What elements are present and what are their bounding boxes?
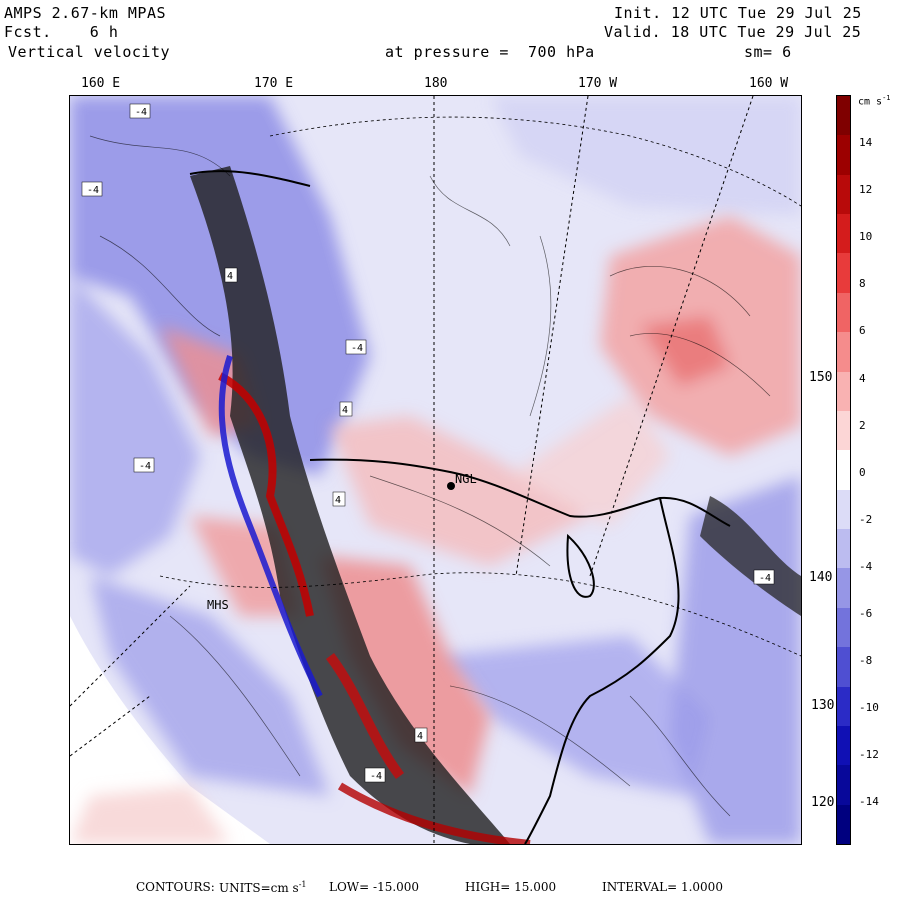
negative-vv-regions: [70, 96, 801, 844]
colorbar-tick-label: -10: [859, 701, 879, 715]
lon-label-160w: 160 W: [749, 76, 789, 91]
colorbar-segment: [837, 214, 850, 254]
svg-text:-4: -4: [135, 107, 147, 118]
map-canvas: -4 -4 -4 -4 4 4 4 -4 4 -4: [70, 96, 801, 844]
colorbar-segment: [837, 253, 850, 294]
colorbar-segment: [837, 96, 850, 136]
pressure-level: at pressure = 700 hPa: [385, 43, 595, 61]
colorbar-unit-sup: -1: [882, 94, 891, 102]
colorbar-segment: [837, 371, 850, 412]
outside-domain: [70, 616, 270, 844]
valid-time: Valid. 18 UTC Tue 29 Jul 25: [604, 23, 862, 41]
colorbar-segment: [837, 804, 850, 845]
lon-label-170w: 170 W: [578, 76, 618, 91]
colorbar-segment: [837, 410, 850, 451]
colorbar-segment: [837, 489, 850, 530]
colorbar-tick-label: -4: [859, 559, 873, 573]
colorbar-tick-label: 14: [859, 136, 873, 149]
colorbar-tick-label: -2: [859, 512, 873, 526]
colorbar-tick-label: -6: [859, 607, 873, 620]
footer-contours: CONTOURS:: [136, 880, 215, 894]
footer-low: LOW= -15.000: [329, 880, 420, 894]
colorbar-tick-label: 8: [859, 277, 866, 291]
colorbar-tick-label: 12: [859, 183, 873, 197]
footer-units: UNITS=cm s-1: [219, 880, 307, 895]
svg-text:4: 4: [227, 271, 233, 282]
svg-text:4: 4: [335, 495, 341, 506]
pressure-value: 700 hPa: [527, 43, 595, 61]
model-title: AMPS 2.67-km MPAS: [4, 4, 167, 22]
colorbar-segment: [837, 450, 850, 491]
footer-units-sup: -1: [298, 880, 307, 889]
svg-text:-4: -4: [759, 573, 771, 584]
lon-label-170e: 170 E: [254, 76, 294, 91]
colorbar-segment: [837, 174, 850, 215]
footer-high: HIGH= 15.000: [465, 880, 557, 894]
pressure-label: at pressure =: [385, 43, 509, 61]
lon-label-180: 180: [424, 76, 448, 91]
colorbar: [836, 95, 851, 845]
station-mhs-label: MHS: [207, 598, 229, 612]
forecast-hour: 6 h: [89, 23, 119, 41]
contour-labels: -4 -4 -4 -4 4 4 4 -4 4 -4: [81, 103, 775, 783]
footer-interval: INTERVAL= 1.0000: [602, 880, 723, 894]
colorbar-segment: [837, 529, 850, 569]
init-time: Init. 12 UTC Tue 29 Jul 25: [614, 4, 862, 22]
field-name: Vertical velocity: [8, 43, 171, 61]
svg-text:-4: -4: [87, 185, 99, 196]
footer-units-text: UNITS=cm s: [219, 881, 299, 895]
svg-text:4: 4: [342, 405, 348, 416]
colorbar-tick-label: 0: [859, 465, 866, 479]
colorbar-segment: [837, 725, 850, 766]
station-ngl-marker: [447, 482, 455, 490]
vertical-velocity-map: -4 -4 -4 -4 4 4 4 -4 4 -4: [69, 95, 802, 845]
colorbar-segment: [837, 332, 850, 373]
forecast-label-text: Fcst.: [4, 23, 52, 41]
forecast-label: Fcst. 6 h: [4, 23, 118, 41]
colorbar-segment: [837, 647, 850, 688]
mountain-strong-signal: [190, 166, 801, 844]
colorbar-unit-text: cm s: [858, 96, 883, 108]
svg-text:-4: -4: [139, 461, 151, 472]
station-ngl-label: NGL: [455, 472, 477, 486]
lon-label-160e: 160 E: [81, 76, 121, 91]
colorbar-tick-label: -8: [859, 654, 873, 668]
graticule: [70, 96, 801, 844]
colorbar-segment: [837, 607, 850, 648]
coastline: [189, 170, 731, 844]
colorbar-tick-label: -14: [859, 795, 879, 809]
colorbar-segment: [837, 765, 850, 806]
svg-text:4: 4: [417, 731, 423, 742]
smoothing-label: sm= 6: [744, 43, 792, 61]
colorbar-segment: [837, 135, 850, 176]
colorbar-tick-label: 4: [859, 371, 866, 385]
colorbar-tick-label: 6: [859, 324, 866, 338]
colorbar-segment: [837, 568, 850, 609]
colorbar-tick-label: -12: [859, 748, 879, 762]
colorbar-segment: [837, 292, 850, 333]
colorbar-tick-label: 2: [859, 418, 866, 432]
colorbar-tick-label: 10: [859, 230, 873, 244]
contour-lines: [89, 135, 771, 817]
colorbar-segment: [837, 686, 850, 727]
svg-text:-4: -4: [351, 343, 363, 354]
colorbar-unit: cm s-1: [858, 94, 891, 107]
svg-text:-4: -4: [370, 771, 382, 782]
